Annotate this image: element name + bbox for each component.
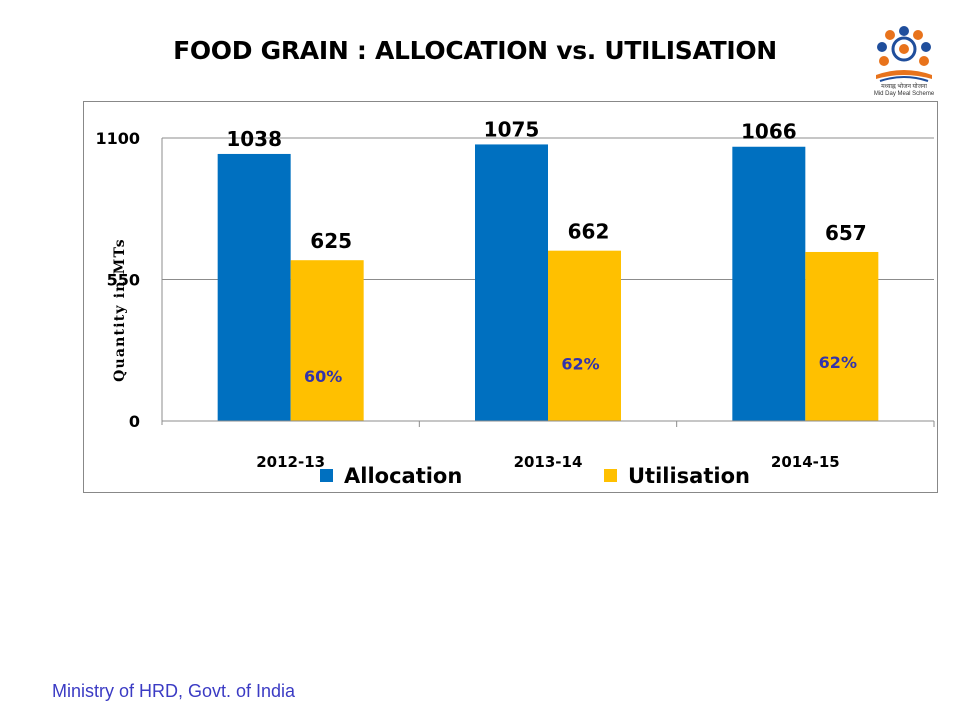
percent-label: 62% bbox=[561, 355, 599, 374]
data-label: 1066 bbox=[741, 120, 797, 144]
data-label: 625 bbox=[310, 229, 352, 253]
percent-label: 60% bbox=[304, 367, 342, 386]
y-tick-label: 550 bbox=[107, 271, 140, 290]
legend-swatch bbox=[320, 469, 333, 482]
bar-utilisation bbox=[805, 251, 879, 421]
bar-utilisation bbox=[290, 260, 364, 421]
bar-allocation bbox=[217, 153, 291, 421]
footer-text: Ministry of HRD, Govt. of India bbox=[52, 681, 296, 701]
mid-day-meal-logo bbox=[876, 26, 932, 82]
y-tick-label: 0 bbox=[129, 412, 140, 431]
legend-label: Utilisation bbox=[628, 464, 750, 488]
data-label: 662 bbox=[568, 220, 610, 244]
legend-swatch bbox=[604, 469, 617, 482]
x-tick-label: 2013-14 bbox=[514, 453, 583, 471]
logo-caption: मध्याह्न भोजन योजना Mid Day Meal Scheme bbox=[873, 84, 935, 97]
legend-label: Allocation bbox=[344, 464, 462, 488]
bar-allocation bbox=[475, 144, 548, 421]
data-label: 1038 bbox=[226, 127, 282, 151]
y-axis-title: Quantity in MTs bbox=[112, 238, 128, 382]
y-tick-label: 1100 bbox=[95, 129, 140, 148]
percent-label: 62% bbox=[819, 353, 857, 372]
bar-chart: 0 550 1100 Quantity in MTs 1038 625 60% 2012-13… bbox=[95, 117, 935, 488]
page-title: FOOD GRAIN : ALLOCATION vs. UTILISATION bbox=[173, 36, 777, 65]
x-tick-label: 2014-15 bbox=[771, 453, 840, 471]
data-label: 657 bbox=[825, 221, 867, 245]
x-tick-label: 2012-13 bbox=[256, 453, 325, 471]
chart-area: 0 550 1100 Quantity in MTs 1038 625 60% 2012-13… bbox=[83, 101, 938, 493]
logo-figures-icon bbox=[876, 26, 932, 82]
bar-utilisation bbox=[548, 250, 621, 421]
data-label: 1075 bbox=[484, 117, 540, 141]
bar-allocation bbox=[732, 146, 806, 422]
